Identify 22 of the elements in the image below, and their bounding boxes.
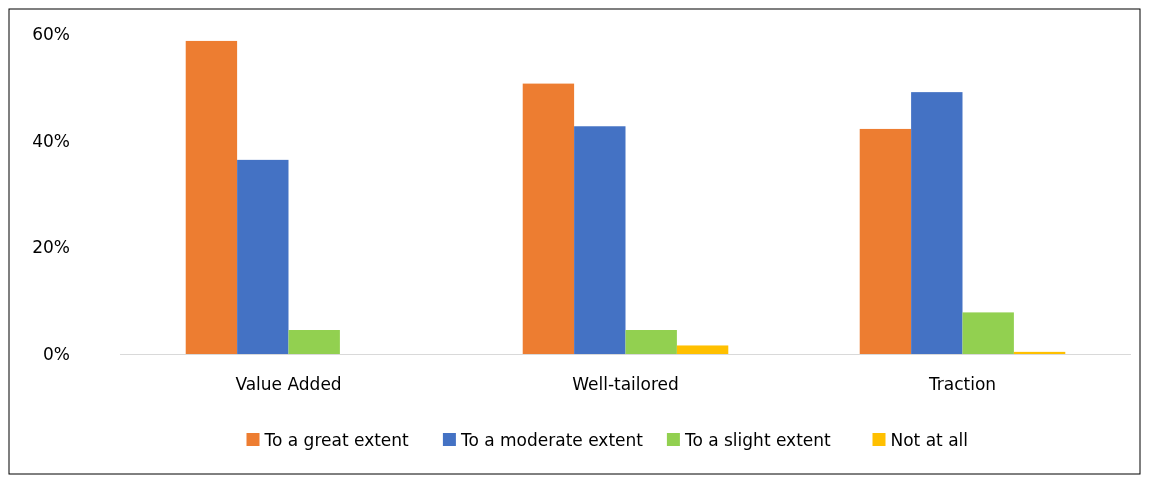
y-tick-label: 0%	[43, 343, 70, 364]
x-tick-label: Well-tailored	[572, 374, 679, 394]
bar	[574, 126, 626, 354]
bar	[522, 83, 575, 354]
bar	[859, 128, 912, 354]
bar	[185, 40, 238, 354]
bar	[911, 92, 963, 354]
y-tick-label: 20%	[32, 237, 70, 258]
legend-label: To a moderate extent	[459, 429, 644, 450]
y-tick-label: 60%	[32, 23, 70, 44]
legend-label: Not at all	[890, 429, 969, 450]
legend-label: To a slight extent	[683, 429, 832, 450]
bar	[1013, 351, 1066, 354]
bar	[676, 345, 729, 354]
y-tick-label: 40%	[32, 130, 70, 151]
bar	[625, 330, 677, 354]
x-tick-label: Traction	[927, 374, 997, 394]
x-tick-label: Value Added	[235, 374, 342, 394]
bar	[962, 312, 1014, 354]
legend-label: To a great extent	[263, 429, 410, 450]
bar	[288, 330, 340, 354]
bar	[237, 159, 289, 354]
